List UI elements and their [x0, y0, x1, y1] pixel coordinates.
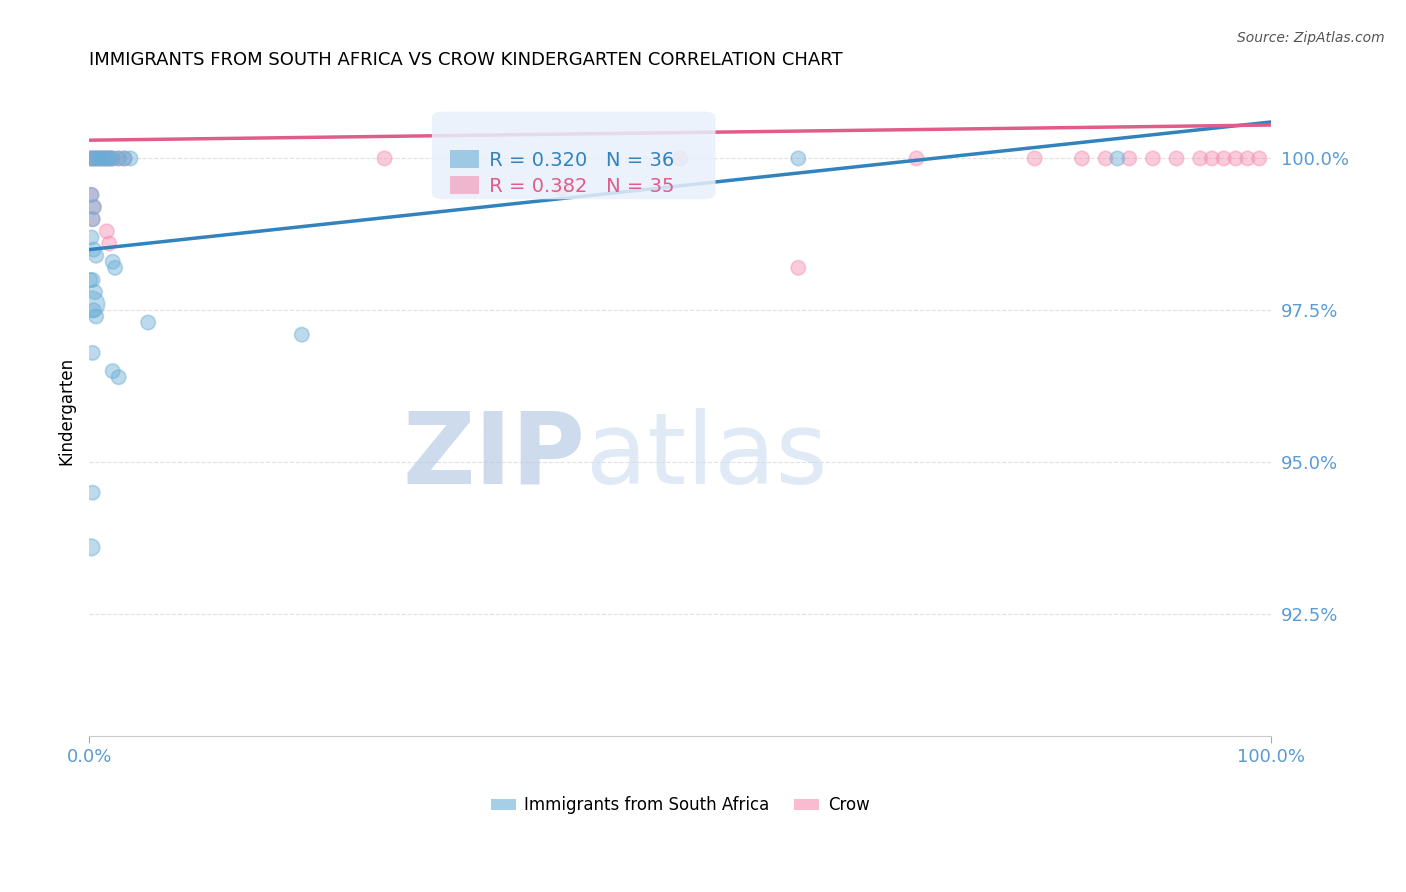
Point: [101, 152, 124, 166]
Point: [1212, 152, 1234, 166]
Point: [1236, 152, 1258, 166]
Point: [1189, 152, 1212, 166]
Point: [96, 224, 118, 238]
Point: [101, 364, 124, 378]
Point: [90, 152, 112, 166]
Point: [90, 152, 112, 166]
Point: [79, 273, 101, 287]
Point: [94, 152, 117, 166]
Point: [1166, 152, 1188, 166]
Point: [87, 152, 110, 166]
Text: ZIP: ZIP: [402, 408, 585, 505]
Point: [82, 212, 104, 227]
FancyBboxPatch shape: [450, 176, 479, 194]
Point: [91, 152, 114, 166]
Point: [84, 285, 107, 299]
Text: R = 0.320   N = 36: R = 0.320 N = 36: [482, 151, 673, 169]
Point: [1107, 152, 1129, 166]
Point: [136, 316, 159, 330]
Point: [84, 310, 107, 324]
Point: [1142, 152, 1164, 166]
Point: [104, 260, 127, 275]
Point: [101, 152, 124, 166]
Point: [905, 152, 928, 166]
Point: [84, 152, 107, 166]
Point: [83, 152, 105, 166]
Point: [83, 200, 105, 214]
Point: [84, 249, 107, 263]
Point: [80, 230, 103, 244]
Point: [97, 152, 120, 166]
Legend: Immigrants from South Africa, Crow: Immigrants from South Africa, Crow: [484, 789, 876, 821]
Point: [1094, 152, 1116, 166]
Point: [91, 152, 114, 166]
FancyBboxPatch shape: [432, 112, 716, 199]
Point: [98, 152, 121, 166]
Point: [80, 541, 103, 555]
Point: [98, 152, 121, 166]
Point: [114, 152, 136, 166]
Text: atlas: atlas: [585, 408, 827, 505]
Text: IMMIGRANTS FROM SOUTH AFRICA VS CROW KINDERGARTEN CORRELATION CHART: IMMIGRANTS FROM SOUTH AFRICA VS CROW KIN…: [89, 51, 842, 69]
Text: R = 0.382   N = 35: R = 0.382 N = 35: [482, 177, 675, 196]
Point: [83, 243, 105, 257]
Point: [94, 152, 117, 166]
Point: [83, 152, 105, 166]
Point: [82, 485, 104, 500]
Point: [291, 327, 314, 342]
Point: [82, 212, 104, 227]
Point: [120, 152, 142, 166]
Point: [787, 152, 810, 166]
Point: [97, 152, 120, 166]
Text: Source: ZipAtlas.com: Source: ZipAtlas.com: [1237, 31, 1385, 45]
Point: [107, 152, 129, 166]
Point: [80, 187, 103, 202]
Point: [80, 152, 103, 166]
Point: [374, 152, 396, 166]
Point: [98, 236, 121, 251]
Point: [79, 152, 101, 166]
Point: [87, 152, 110, 166]
Point: [114, 152, 136, 166]
Y-axis label: Kindergarten: Kindergarten: [58, 357, 75, 465]
Point: [669, 152, 692, 166]
Point: [1225, 152, 1247, 166]
Point: [82, 346, 104, 360]
FancyBboxPatch shape: [450, 150, 479, 168]
Point: [107, 152, 129, 166]
Point: [1024, 152, 1046, 166]
Point: [1071, 152, 1094, 166]
Point: [82, 273, 104, 287]
Point: [83, 303, 105, 318]
Point: [80, 152, 103, 166]
Point: [551, 182, 574, 196]
Point: [1201, 152, 1223, 166]
Point: [80, 297, 103, 311]
Point: [1118, 152, 1140, 166]
Point: [107, 370, 129, 384]
Point: [1249, 152, 1271, 166]
Point: [83, 200, 105, 214]
Point: [101, 254, 124, 268]
Point: [84, 152, 107, 166]
Point: [80, 187, 103, 202]
Point: [787, 260, 810, 275]
